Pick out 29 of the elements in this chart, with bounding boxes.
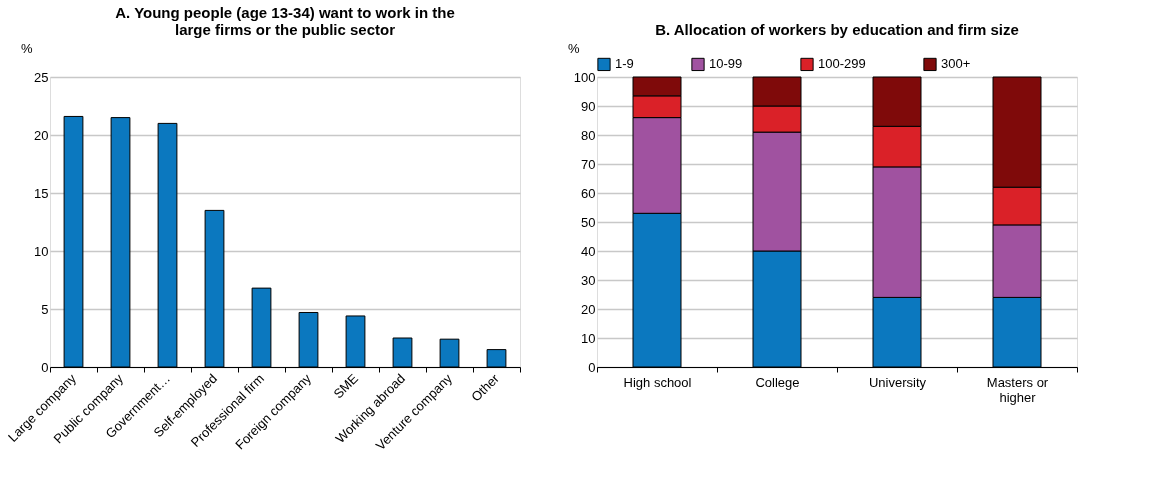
- y-tick-label: 0: [588, 359, 596, 375]
- x-tick-label: College: [755, 374, 800, 390]
- x-tick-label: University: [868, 374, 927, 390]
- y-tick-label: 90: [581, 98, 596, 114]
- y-tick-label: 80: [581, 127, 596, 143]
- legend-label: 300+: [941, 56, 971, 72]
- y-tick-label: 10: [34, 243, 49, 259]
- x-tick-label: High school: [623, 374, 692, 390]
- y-tick-label: 40: [581, 243, 596, 259]
- y-tick-label: 15: [34, 185, 49, 201]
- legend-label: 1-9: [615, 56, 634, 72]
- legend-label: 100-299: [818, 56, 866, 72]
- legend-label: 10-99: [709, 56, 743, 72]
- x-tick-label: Masters or higher: [986, 374, 1049, 405]
- y-tick-label: 5: [41, 301, 49, 317]
- chart-title: A. Young people (age 13-34) want to work in the large firms or the public sector: [115, 4, 455, 38]
- y-tick-label: 60: [581, 185, 596, 201]
- y-tick-label: 100: [573, 69, 596, 85]
- y-tick-label: 50: [581, 214, 596, 230]
- y-tick-label: 30: [581, 272, 596, 288]
- y-axis-title: %: [20, 40, 33, 56]
- y-tick-label: 0: [41, 359, 49, 375]
- y-tick-label: 20: [34, 127, 49, 143]
- y-tick-label: 10: [581, 330, 596, 346]
- y-tick-label: 20: [581, 301, 596, 317]
- chart-title: B. Allocation of workers by education and firm size: [655, 21, 1019, 38]
- y-tick-label: 25: [34, 69, 49, 85]
- y-axis-title: %: [567, 40, 580, 56]
- y-tick-label: 70: [581, 156, 596, 172]
